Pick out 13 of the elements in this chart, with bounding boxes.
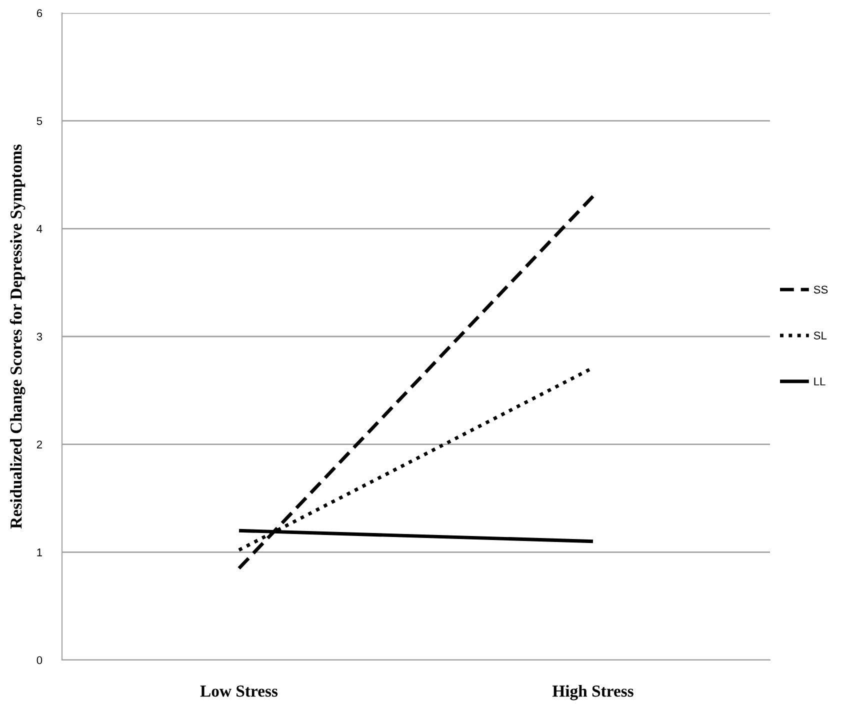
y-tick-label: 4: [36, 225, 42, 233]
legend-label: LL: [814, 378, 826, 386]
y-tick-label: 5: [36, 117, 42, 125]
y-axis-title: Residualized Change Scores for Depressive Symptoms: [10, 144, 26, 529]
y-tick-label: 0: [36, 656, 42, 664]
legend-label: SL: [814, 332, 827, 340]
x-tick-label: High Stress: [552, 685, 634, 700]
y-tick-label: 1: [37, 548, 42, 556]
y-tick-label: 6: [36, 9, 42, 18]
legend-label: SS: [814, 286, 828, 294]
y-tick-label: 3: [36, 332, 42, 341]
x-tick-label: Low Stress: [200, 686, 278, 697]
y-tick-label: 2: [36, 440, 42, 448]
